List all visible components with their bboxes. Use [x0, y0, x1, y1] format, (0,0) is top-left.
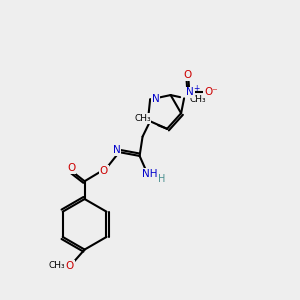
Text: CH₃: CH₃	[48, 261, 65, 270]
Text: O⁻: O⁻	[204, 87, 218, 98]
Text: N: N	[152, 94, 159, 104]
Text: O: O	[184, 70, 192, 80]
Text: N: N	[186, 87, 194, 98]
Text: NH: NH	[142, 169, 158, 179]
Text: H: H	[158, 174, 166, 184]
Text: O: O	[66, 261, 74, 271]
Text: N: N	[113, 145, 121, 155]
Text: N: N	[139, 114, 146, 124]
Text: O: O	[100, 166, 108, 176]
Text: +: +	[193, 84, 199, 93]
Text: CH₃: CH₃	[134, 114, 151, 123]
Text: CH₃: CH₃	[189, 95, 206, 104]
Text: O: O	[67, 163, 75, 173]
